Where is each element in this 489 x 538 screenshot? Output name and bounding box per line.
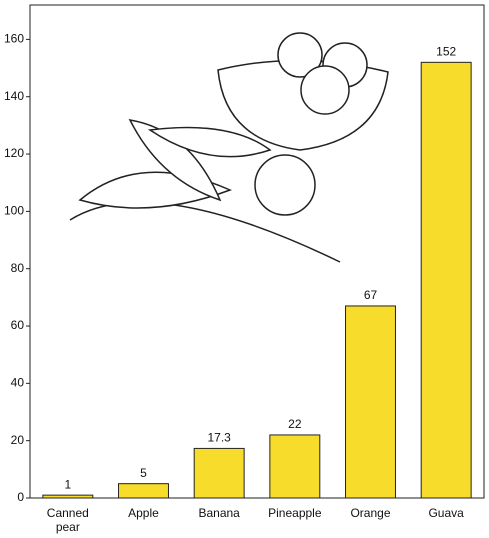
plot-frame [29, 4, 485, 499]
x-tick-label-box: Orange [333, 506, 409, 520]
y-tick-label: 100 [4, 204, 24, 218]
illustration [69, 32, 389, 263]
y-tick-label: 20 [11, 433, 25, 447]
y-tick-label: 140 [4, 89, 24, 103]
y-tick-label: 40 [11, 376, 25, 390]
y-tick-label: 0 [17, 490, 24, 504]
value-label: 17.3 [207, 431, 231, 445]
x-tick-label-box: Banana [181, 506, 257, 520]
x-tick-label-box: Pineapple [257, 506, 333, 520]
x-tick-label: Banana [198, 506, 240, 520]
y-tick-label: 60 [11, 318, 25, 332]
y-tick-label: 120 [4, 146, 24, 160]
value-label: 5 [140, 466, 147, 480]
bar [118, 483, 169, 499]
y-tick-label: 80 [11, 261, 25, 275]
x-tick-label: Apple [128, 506, 159, 520]
x-tick-label: Orange [350, 506, 391, 520]
value-label: 22 [288, 417, 302, 431]
x-tick-label: Pineapple [268, 506, 322, 520]
bar [42, 494, 94, 499]
x-tick-label-box: Canned pear [30, 506, 106, 534]
value-label: 152 [436, 44, 456, 58]
bar [420, 61, 472, 499]
x-tick-label: Canned pear [46, 506, 89, 534]
x-tick-label-box: Apple [106, 506, 182, 520]
x-tick-label-box: Guava [408, 506, 484, 520]
y-tick-label: 160 [4, 32, 24, 46]
x-tick-label: Guava [428, 506, 464, 520]
bar [269, 434, 321, 499]
bar [193, 447, 245, 499]
bar [345, 305, 396, 499]
value-label: 1 [64, 477, 71, 491]
value-label: 67 [364, 288, 378, 302]
